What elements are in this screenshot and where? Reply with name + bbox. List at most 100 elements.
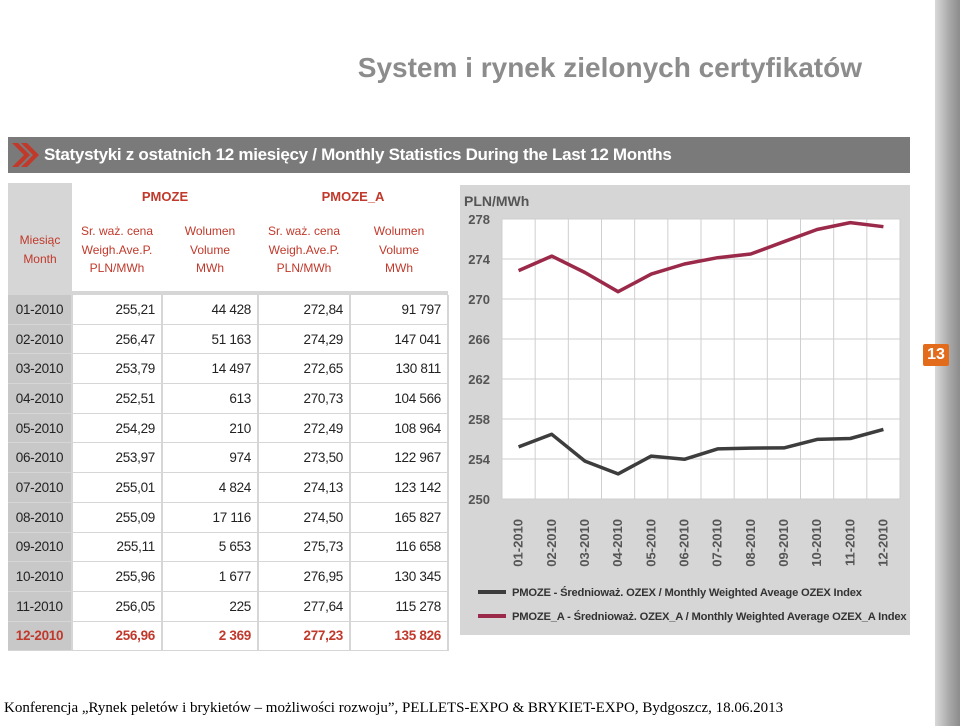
group-header-pmoze-a: PMOZE_A — [258, 183, 449, 209]
x-tick-label: 08-2010 — [743, 519, 758, 567]
chart-panel: 250 254 258 262 266 270 274 278 PLN/MWh 01-2010 02… — [460, 185, 910, 635]
pmoze-a-price-cell: 275,73 — [258, 532, 352, 563]
month-cell: 06-2010 — [8, 442, 73, 474]
pmoze-a-price-cell: 274,29 — [258, 324, 352, 355]
pmoze-volume-cell: 44 428 — [162, 295, 260, 325]
y-tick-label: 258 — [468, 412, 490, 427]
pmoze-a-price-cell: 272,49 — [258, 413, 352, 444]
pmoze-a-volume-cell: 123 142 — [350, 472, 450, 503]
volume-header-line: MWh — [196, 261, 224, 276]
x-tick-label: 02-2010 — [544, 519, 559, 567]
pmoze-a-price-cell: 274,13 — [258, 472, 352, 503]
price-header-line: Weigh.Ave.P. — [268, 242, 340, 257]
pmoze-a-price-cell: 272,84 — [258, 295, 352, 325]
legend-label: PMOZE - Średnioważ. OZEX / Monthly Weigh… — [512, 586, 863, 599]
pmoze-volume-cell: 4 824 — [162, 472, 260, 503]
pmoze-a-volume-cell: 115 278 — [350, 591, 450, 622]
month-cell: 03-2010 — [8, 353, 73, 385]
month-header-pl: Miesiąc — [19, 233, 61, 248]
month-column-header: Miesiąc Month — [8, 209, 72, 291]
month-cell: 09-2010 — [8, 532, 73, 563]
month-cell: 08-2010 — [8, 502, 73, 533]
series-line-pmoze-a — [517, 220, 884, 294]
pmoze-a-price-cell: 272,65 — [258, 353, 352, 385]
pmoze-a-price-cell: 277,64 — [258, 591, 352, 622]
slide-title: System i rynek zielonych certyfikatów — [357, 52, 862, 83]
pmoze-price-cell: 253,97 — [72, 442, 163, 474]
group-header-pmoze: PMOZE — [72, 183, 259, 209]
pmoze-a-volume-cell: 130 811 — [350, 353, 450, 385]
x-tick-label: 11-2010 — [842, 519, 857, 566]
pmoze-a-price-cell: 270,73 — [258, 383, 352, 414]
pmoze-a-price-cell: 276,95 — [258, 561, 352, 592]
table-row: 02-2010 256,47 51 163 274,29 147 041 — [8, 324, 450, 355]
x-tick-label: 03-2010 — [577, 519, 592, 567]
table-body: 01-2010 255,21 44 428 272,84 91 797 02-2010 25… — [8, 295, 450, 652]
volume-header-line: Wolumen — [184, 224, 236, 239]
month-cell: 10-2010 — [8, 561, 73, 592]
pmoze-price-cell: 256,96 — [72, 621, 163, 652]
table-row: 07-2010 255,01 4 824 274,13 123 142 — [8, 472, 450, 503]
pmoze-a-volume-cell: 104 566 — [350, 383, 450, 414]
pmoze-volume-cell: 225 — [162, 591, 260, 622]
y-tick-label: 270 — [468, 292, 490, 307]
pmoze-volume-cell: 5 653 — [162, 532, 260, 563]
pmoze-volume-cell: 613 — [162, 383, 260, 414]
price-line-chart: 250 254 258 262 266 270 274 278 PLN/MWh 01-2010 02… — [464, 193, 908, 623]
pmoze-a-volume-cell: 135 826 — [350, 621, 450, 652]
page-number: 13 — [923, 344, 949, 366]
pmoze-price-cell: 255,09 — [72, 502, 163, 533]
price-column-header-pmoze-a: Sr. waż. cena Weigh.Ave.P. PLN/MWh — [258, 209, 351, 291]
banner-arrow-icon — [12, 143, 39, 167]
y-tick-label: 250 — [468, 492, 490, 507]
pmoze-a-volume-cell: 91 797 — [350, 295, 450, 325]
pmoze-a-volume-cell: 108 964 — [350, 413, 450, 444]
table-row: 10-2010 255,96 1 677 276,95 130 345 — [8, 561, 450, 592]
volume-header-line: MWh — [385, 261, 414, 276]
x-tick-label: 10-2010 — [809, 519, 824, 567]
x-tick-label: 04-2010 — [610, 519, 625, 567]
pmoze-a-volume-cell: 116 658 — [350, 532, 450, 563]
pmoze-a-volume-cell: 147 041 — [350, 324, 450, 355]
pmoze-volume-cell: 1 677 — [162, 561, 260, 592]
header-blank — [8, 183, 72, 209]
statistics-table: PMOZE PMOZE_A Miesiąc Month Sr. waż. cen… — [8, 183, 450, 652]
legend-label: PMOZE_A - Średnioważ. OZEX_A / Monthly W… — [512, 610, 907, 623]
pmoze-volume-cell: 210 — [162, 413, 260, 444]
y-tick-label: 254 — [468, 452, 490, 467]
pmoze-price-cell: 256,05 — [72, 591, 163, 622]
month-cell: 04-2010 — [8, 383, 73, 414]
month-cell: 02-2010 — [8, 324, 73, 355]
pmoze-volume-cell: 51 163 — [162, 324, 260, 355]
pmoze-price-cell: 255,01 — [72, 472, 163, 503]
x-tick-label: 12-2010 — [875, 519, 890, 567]
pmoze-volume-cell: 974 — [162, 442, 260, 474]
pmoze-volume-cell: 14 497 — [162, 353, 260, 385]
y-tick-label: 274 — [468, 252, 490, 267]
price-header-line: Weigh.Ave.P. — [81, 242, 153, 257]
price-header-line: PLN/MWh — [276, 261, 332, 276]
y-axis-label: PLN/MWh — [464, 193, 529, 209]
table-row: 09-2010 255,11 5 653 275,73 116 658 — [8, 532, 450, 563]
pmoze-volume-cell: 2 369 — [162, 621, 260, 652]
table-row: 04-2010 252,51 613 270,73 104 566 — [8, 383, 450, 414]
price-column-header-pmoze: Sr. waż. cena Weigh.Ave.P. PLN/MWh — [72, 209, 162, 291]
table-row: 05-2010 254,29 210 272,49 108 964 — [8, 413, 450, 444]
y-tick-label: 266 — [468, 332, 490, 347]
pmoze-price-cell: 252,51 — [72, 383, 163, 414]
x-tick-label: 07-2010 — [710, 519, 725, 567]
y-tick-label: 278 — [468, 212, 490, 227]
volume-column-header-pmoze: Wolumen Volume MWh — [162, 209, 259, 291]
month-cell: 05-2010 — [8, 413, 73, 444]
pmoze-a-volume-cell: 165 827 — [350, 502, 450, 533]
pmoze-price-cell: 255,11 — [72, 532, 163, 563]
table-row: 08-2010 255,09 17 116 274,50 165 827 — [8, 502, 450, 533]
month-cell: 11-2010 — [8, 591, 73, 622]
section-banner — [8, 137, 910, 173]
table-row: 11-2010 256,05 225 277,64 115 278 — [8, 591, 450, 622]
price-header-line: Sr. waż. cena — [267, 224, 341, 239]
month-cell: 01-2010 — [8, 295, 73, 325]
banner-title: Statystyki z ostatnich 12 miesięcy / Mon… — [44, 145, 672, 164]
x-tick-label: 01-2010 — [511, 519, 526, 567]
table-row: 12-2010 256,96 2 369 277,23 135 826 — [8, 621, 450, 652]
